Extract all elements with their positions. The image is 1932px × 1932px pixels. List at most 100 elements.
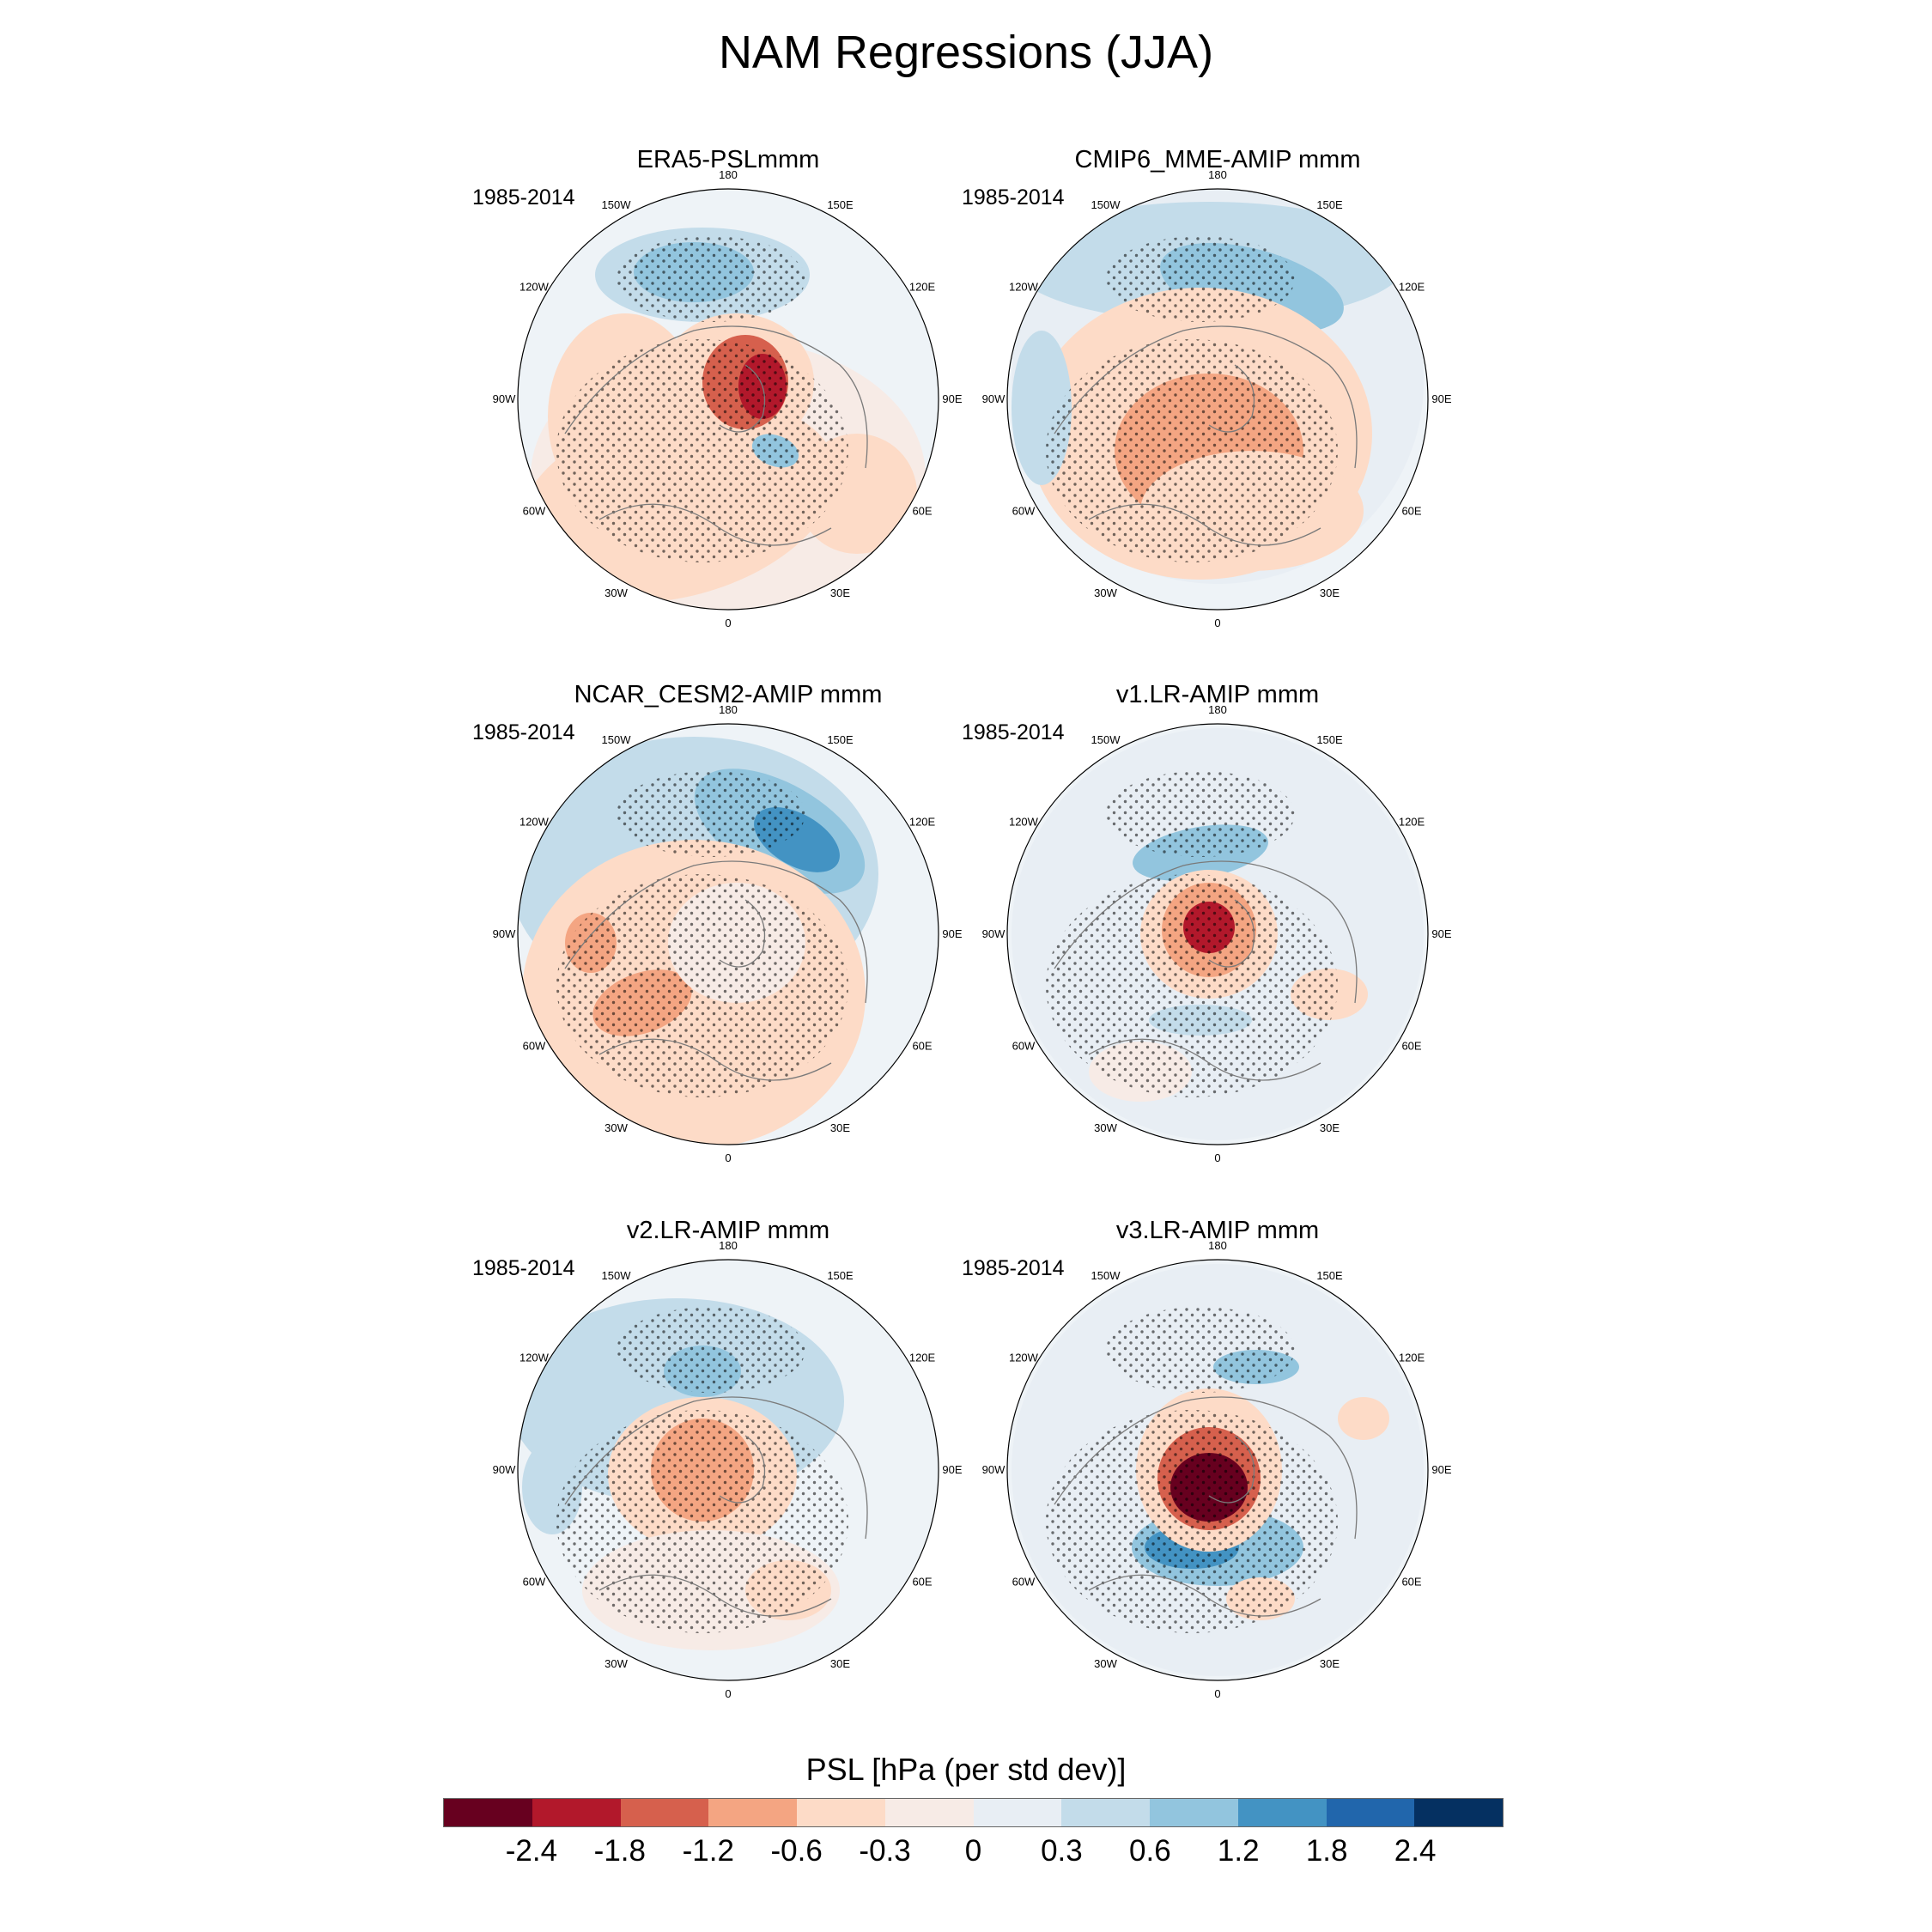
panel-period: 1985-2014	[472, 1256, 575, 1280]
colorbar-swatch	[973, 1799, 1062, 1826]
longitude-label: 120W	[1009, 1352, 1039, 1364]
map-boundary	[1006, 723, 1429, 1145]
colorbar-tick-label: -1.2	[682, 1834, 734, 1868]
colorbar-tick-label: 1.8	[1305, 1834, 1348, 1868]
colorbar-swatch	[1326, 1799, 1415, 1826]
colorbar-tick-label: 1.2	[1217, 1834, 1260, 1868]
longitude-label: 90E	[1431, 927, 1451, 940]
colorbar-tick-label: -2.4	[505, 1834, 558, 1868]
longitude-label: 0	[1214, 1687, 1220, 1700]
significance-stipple	[1046, 339, 1338, 562]
longitude-label: 30E	[830, 1657, 850, 1670]
longitude-label: 120W	[1009, 816, 1039, 829]
colorbar-swatch	[1150, 1799, 1238, 1826]
longitude-label: 120E	[1399, 816, 1425, 829]
longitude-label: 180	[1208, 168, 1227, 181]
longitude-label: 60W	[523, 505, 546, 518]
longitude-label: 30W	[1094, 1121, 1117, 1134]
significance-stipple	[617, 1307, 805, 1393]
significance-stipple	[1046, 1410, 1338, 1633]
panel-era5: ERA5-PSLmmm 1985-2014 180 150E 120E 90E 60E 3…	[472, 146, 963, 629]
colorbar-tick-label: 2.4	[1394, 1834, 1437, 1868]
longitude-label: 150W	[602, 1269, 632, 1282]
colorbar-swatch	[532, 1799, 621, 1826]
colorbar-swatch	[1061, 1799, 1150, 1826]
longitude-label: 90E	[942, 392, 962, 405]
significance-stipple	[556, 874, 848, 1097]
longitude-label: 150E	[1316, 198, 1343, 211]
longitude-label: 180	[719, 703, 738, 716]
longitude-label: 120E	[909, 281, 936, 294]
longitude-label: 30E	[830, 586, 850, 599]
panel-ncar-cesm2: NCAR_CESM2-AMIP mmm 1985-2014 180 150E 120…	[472, 681, 963, 1164]
colorbar-swatch	[1237, 1799, 1327, 1826]
longitude-label: 180	[719, 1239, 738, 1252]
significance-stipple	[556, 339, 848, 562]
longitude-label: 150W	[602, 733, 632, 746]
significance-stipple	[1106, 1307, 1295, 1393]
longitude-label: 90E	[1431, 392, 1451, 405]
longitude-label: 60W	[1012, 1040, 1036, 1053]
panel-v2-lr: v2.LR-AMIP mmm 1985-2014 180 150E 120E 90E 6…	[472, 1217, 963, 1700]
longitude-label: 150E	[1316, 733, 1343, 746]
longitude-label: 60E	[912, 505, 932, 518]
map-boundary	[1006, 188, 1429, 611]
longitude-label: 120E	[1399, 281, 1425, 294]
longitude-label: 60W	[523, 1040, 546, 1053]
polar-map: 180 150E 120E 90E 60E 30E 0 30W 60W 90W 120W 150W	[982, 703, 1452, 1164]
longitude-label: 180	[1208, 1239, 1227, 1252]
longitude-label: 30W	[605, 586, 628, 599]
polar-map: 180 150E 120E 90E 60E 30E 0 30W 60W 90W 120W 150W	[493, 1239, 963, 1700]
panel-period: 1985-2014	[962, 185, 1065, 210]
panel-v1-lr: v1.LR-AMIP mmm 1985-2014 180 150E 120E 90E 6…	[962, 681, 1452, 1164]
longitude-label: 90W	[493, 1463, 516, 1476]
longitude-label: 150E	[827, 733, 854, 746]
map-boundary	[517, 188, 939, 611]
longitude-label: 150E	[1316, 1269, 1343, 1282]
longitude-label: 60E	[912, 1040, 932, 1053]
longitude-label: 180	[719, 168, 738, 181]
significance-stipple	[1106, 236, 1295, 322]
longitude-label: 90E	[942, 1463, 962, 1476]
longitude-label: 90E	[1431, 1463, 1451, 1476]
colorbar-tick-label: -1.8	[593, 1834, 646, 1868]
longitude-label: 180	[1208, 703, 1227, 716]
longitude-label: 30W	[1094, 1657, 1117, 1670]
longitude-label: 30E	[1320, 586, 1340, 599]
longitude-label: 150W	[1091, 198, 1121, 211]
longitude-label: 150E	[827, 1269, 854, 1282]
coastline	[1054, 860, 1358, 1081]
longitude-label: 120W	[519, 1352, 550, 1364]
colorbar-tick-label: -0.6	[770, 1834, 823, 1868]
colorbar-swatch	[708, 1799, 797, 1826]
colorbar-tick-label: 0	[964, 1834, 982, 1868]
colorbar-swatch	[1414, 1799, 1503, 1826]
panel-period: 1985-2014	[472, 720, 575, 744]
longitude-label: 150W	[1091, 733, 1121, 746]
colorbar-title: PSL [hPa (per std dev)]	[805, 1752, 1127, 1787]
panel-period: 1985-2014	[962, 1256, 1065, 1280]
map-boundary	[517, 723, 939, 1145]
colorbar-swatch	[620, 1799, 709, 1826]
main-title: NAM Regressions (JJA)	[718, 27, 1214, 78]
longitude-label: 30E	[1320, 1121, 1340, 1134]
significance-stipple	[1106, 771, 1295, 857]
longitude-label: 60W	[1012, 1576, 1036, 1589]
longitude-label: 90W	[982, 392, 1005, 405]
longitude-label: 90W	[493, 392, 516, 405]
longitude-label: 30E	[1320, 1657, 1340, 1670]
longitude-label: 60E	[912, 1576, 932, 1589]
longitude-label: 120W	[519, 816, 550, 829]
coastline	[564, 325, 868, 546]
longitude-label: 90E	[942, 927, 962, 940]
polar-map: 180 150E 120E 90E 60E 30E 0 30W 60W 90W 120W 150W	[982, 1239, 1452, 1700]
polar-map: 180 150E 120E 90E 60E 30E 0 30W 60W 90W 120W 150W	[982, 168, 1452, 629]
longitude-label: 90W	[982, 927, 1005, 940]
longitude-label: 60E	[1401, 1040, 1421, 1053]
longitude-label: 0	[725, 617, 731, 629]
map-boundary	[1006, 1259, 1429, 1681]
panel-title: CMIP6_MME-AMIP mmm	[1074, 146, 1361, 173]
longitude-label: 0	[725, 1151, 731, 1164]
colorbar-swatch	[444, 1799, 532, 1826]
colorbar	[443, 1798, 1504, 1827]
